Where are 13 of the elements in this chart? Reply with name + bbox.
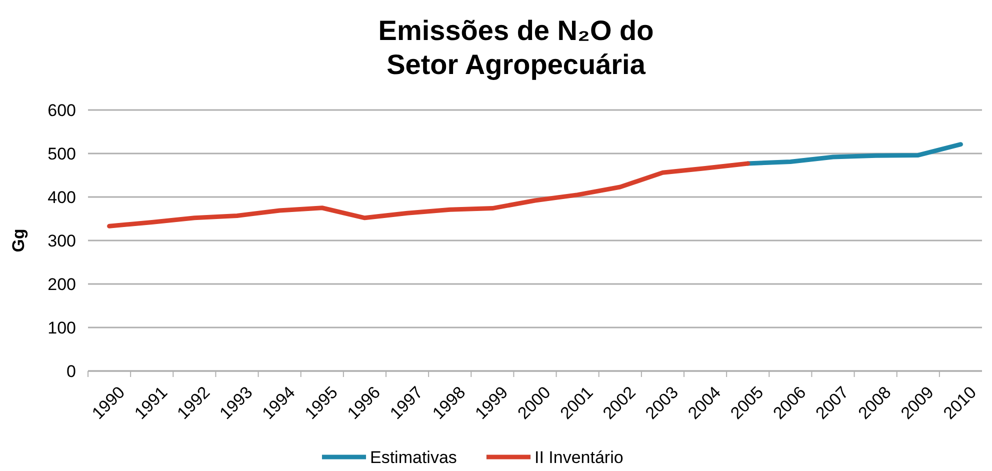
- y-tick-label: 600: [48, 100, 76, 120]
- legend-label: Estimativas: [370, 448, 457, 467]
- line-series: [107, 161, 750, 228]
- y-tick-label: 0: [66, 362, 76, 381]
- y-axis-title: Gg: [9, 228, 28, 252]
- y-tick-label: 200: [48, 274, 76, 294]
- line-series: [746, 142, 963, 166]
- y-tick-label: 300: [48, 231, 76, 250]
- y-tick-label: 100: [48, 318, 76, 338]
- legend-label: II Inventário: [534, 448, 624, 467]
- chart-title: Emissões de N₂O do Setor Agropecuária: [378, 15, 654, 80]
- y-tick-label: 400: [48, 188, 76, 207]
- y-tick-label: 500: [48, 144, 76, 164]
